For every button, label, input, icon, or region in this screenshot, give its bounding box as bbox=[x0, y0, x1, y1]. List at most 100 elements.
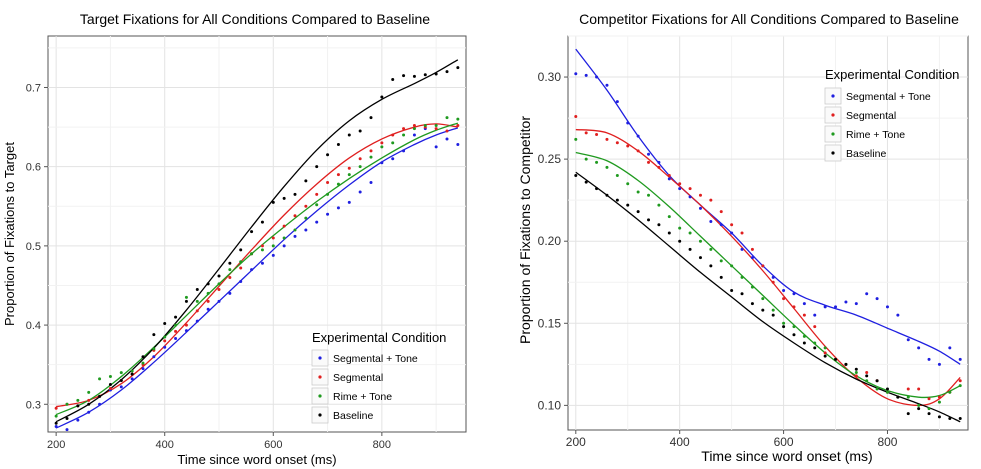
y-tick-label: 0.20 bbox=[538, 234, 562, 248]
data-point-baseline bbox=[141, 355, 145, 359]
data-point-segmental bbox=[688, 187, 692, 191]
data-point-baseline bbox=[65, 417, 69, 421]
data-point-segmental bbox=[730, 223, 734, 227]
data-point-rime-tone bbox=[228, 268, 232, 272]
y-tick-label: 0.6 bbox=[26, 162, 41, 174]
data-point-rime-tone bbox=[730, 264, 734, 268]
data-point-rime-tone bbox=[315, 203, 319, 207]
data-point-rime-tone bbox=[605, 165, 609, 169]
data-point-rime-tone bbox=[875, 387, 879, 391]
data-point-baseline bbox=[574, 174, 578, 178]
data-point-rime-tone bbox=[141, 361, 145, 365]
data-point-rime-tone bbox=[948, 390, 952, 394]
x-tick-label: 800 bbox=[373, 439, 391, 451]
fit-line-rime-tone bbox=[575, 151, 961, 399]
data-point-baseline bbox=[730, 288, 734, 292]
data-point-baseline bbox=[347, 133, 351, 137]
legend-label: Segmental + Tone bbox=[333, 353, 418, 365]
data-point-baseline bbox=[87, 402, 91, 406]
data-point-rime-tone bbox=[782, 321, 786, 325]
data-point-baseline bbox=[688, 247, 692, 251]
data-point-segmental-tone bbox=[304, 228, 308, 232]
fit-line-segmental bbox=[575, 128, 961, 407]
data-point-baseline bbox=[844, 362, 848, 366]
chart-title: Target Fixations for All Conditions Comp… bbox=[80, 11, 430, 27]
data-point-segmental bbox=[802, 313, 806, 317]
data-point-baseline bbox=[636, 210, 640, 214]
data-point-segmental bbox=[271, 236, 275, 240]
data-point-baseline bbox=[823, 354, 827, 358]
data-point-segmental bbox=[380, 141, 384, 145]
data-point-segmental-tone bbox=[688, 195, 692, 199]
data-point-baseline bbox=[98, 394, 102, 398]
legend-label: Baseline bbox=[333, 410, 373, 422]
data-point-baseline bbox=[605, 193, 609, 197]
data-point-segmental-tone bbox=[667, 177, 671, 181]
data-point-segmental-tone bbox=[709, 220, 713, 224]
data-point-segmental bbox=[347, 166, 351, 170]
data-point-rime-tone bbox=[434, 123, 438, 127]
y-tick-label: 0.10 bbox=[538, 398, 562, 412]
data-point-segmental-tone bbox=[782, 288, 786, 292]
data-point-rime-tone bbox=[647, 193, 651, 197]
data-point-baseline bbox=[54, 421, 58, 425]
data-points bbox=[574, 72, 962, 421]
data-point-segmental-tone bbox=[854, 302, 858, 306]
data-point-segmental bbox=[358, 157, 362, 161]
fit-lines bbox=[575, 48, 961, 423]
data-point-segmental-tone bbox=[605, 83, 609, 87]
data-point-segmental-tone bbox=[98, 402, 102, 406]
data-point-segmental bbox=[906, 387, 910, 391]
legend-marker-segmental bbox=[831, 113, 835, 117]
chart-title: Competitor Fixations for All Conditions … bbox=[579, 11, 959, 27]
data-point-segmental bbox=[854, 374, 858, 378]
data-point-baseline bbox=[130, 372, 134, 376]
data-point-baseline bbox=[412, 74, 416, 78]
fit-line-baseline bbox=[575, 171, 961, 423]
data-point-segmental-tone bbox=[293, 234, 297, 238]
data-point-baseline bbox=[792, 333, 796, 337]
data-point-baseline bbox=[834, 357, 838, 361]
x-axis-ticks: 200 400 600 800 bbox=[566, 430, 898, 449]
data-point-rime-tone bbox=[917, 403, 921, 407]
data-point-segmental bbox=[958, 379, 962, 383]
legend-marker-segmental-tone bbox=[831, 94, 835, 98]
data-point-segmental-tone bbox=[174, 337, 178, 341]
data-point-segmental bbox=[54, 406, 58, 410]
data-point-segmental-tone bbox=[750, 256, 754, 260]
y-tick-label: 0.30 bbox=[538, 70, 562, 84]
data-point-baseline bbox=[402, 74, 406, 78]
data-point-baseline bbox=[626, 203, 630, 207]
data-point-baseline bbox=[698, 256, 702, 260]
data-point-segmental bbox=[678, 182, 682, 186]
data-point-segmental bbox=[336, 173, 340, 177]
data-point-baseline bbox=[782, 325, 786, 329]
data-point-rime-tone bbox=[250, 252, 254, 256]
data-point-baseline bbox=[896, 395, 900, 399]
data-point-segmental bbox=[87, 398, 91, 402]
data-point-baseline bbox=[584, 180, 588, 184]
data-point-segmental bbox=[315, 192, 319, 196]
data-point-segmental bbox=[813, 325, 817, 329]
data-point-baseline bbox=[802, 341, 806, 345]
data-point-rime-tone bbox=[761, 297, 765, 301]
data-point-segmental bbox=[636, 149, 640, 153]
target-fixations-panel: Target Fixations for All Conditions Comp… bbox=[2, 11, 467, 467]
data-point-rime-tone bbox=[823, 346, 827, 350]
data-point-rime-tone bbox=[584, 157, 588, 161]
data-point-rime-tone bbox=[636, 190, 640, 194]
data-point-segmental-tone bbox=[434, 145, 438, 149]
data-point-segmental-tone bbox=[152, 355, 156, 359]
data-point-baseline bbox=[434, 72, 438, 76]
x-tick-label: 600 bbox=[264, 439, 282, 451]
data-point-segmental-tone bbox=[657, 160, 661, 164]
data-point-rime-tone bbox=[380, 145, 384, 149]
data-point-segmental bbox=[927, 397, 931, 401]
data-point-rime-tone bbox=[958, 384, 962, 388]
data-point-rime-tone bbox=[698, 239, 702, 243]
x-axis-label: Time since word onset (ms) bbox=[701, 448, 872, 464]
data-point-baseline bbox=[423, 73, 427, 77]
data-point-baseline bbox=[315, 165, 319, 169]
fit-line-segmental bbox=[56, 123, 458, 408]
data-point-baseline bbox=[108, 382, 112, 386]
